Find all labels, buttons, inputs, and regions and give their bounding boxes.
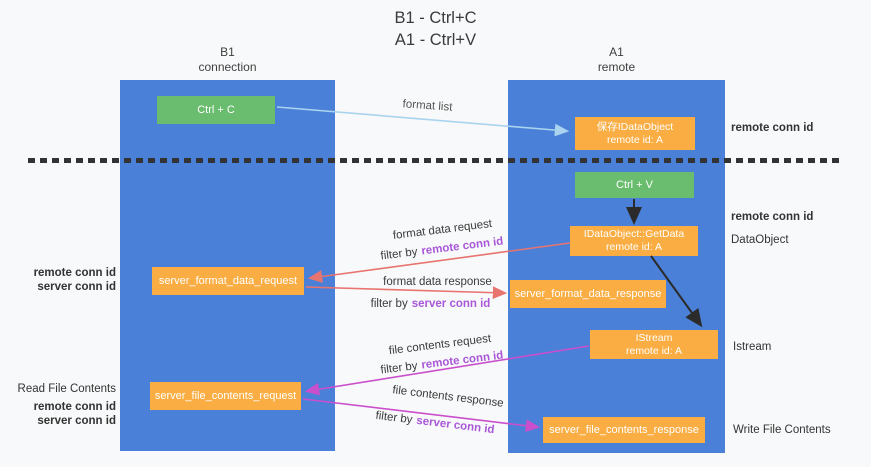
server-format-data-response-box: server_format_data_response bbox=[510, 280, 666, 308]
diagram-title: B1 - Ctrl+C A1 - Ctrl+V bbox=[0, 7, 871, 51]
save-idataobject-line2: remote id: A bbox=[606, 133, 664, 146]
ctrl-v-label: Ctrl + V bbox=[616, 178, 653, 191]
remote-conn-id-text: remote conn id bbox=[420, 235, 505, 258]
right-header-role: remote bbox=[597, 60, 636, 74]
filter-by-text: filter by bbox=[374, 409, 414, 427]
server-format-data-request-box: server_format_data_request bbox=[152, 267, 304, 295]
save-idataobject-line1: 保存IDataObject bbox=[596, 120, 674, 133]
ctrl-c-box: Ctrl + C bbox=[157, 96, 275, 124]
filter-by-text: filter by bbox=[370, 298, 408, 310]
left-server-conn-id-bottom-label: server conn id bbox=[37, 415, 116, 427]
idataobject-getdata-box: IDataObject::GetData remote id: A bbox=[570, 226, 698, 256]
right-column-header: A1 remote bbox=[508, 45, 725, 75]
remote-conn-id-text: remote conn id bbox=[420, 349, 505, 372]
istream-line2: remote id: A bbox=[625, 344, 683, 357]
server-file-contents-request-label: server_file_contents_request bbox=[154, 389, 297, 402]
right-remote-conn-id-top-label: remote conn id bbox=[731, 122, 814, 134]
left-header-role: connection bbox=[198, 60, 257, 74]
server-format-data-response-label: server_format_data_response bbox=[514, 287, 662, 300]
istream-box: IStream remote id: A bbox=[590, 330, 718, 359]
server-file-contents-request-box: server_file_contents_request bbox=[150, 382, 301, 410]
left-header-name: B1 bbox=[220, 45, 235, 59]
ctrl-c-label: Ctrl + C bbox=[197, 103, 235, 116]
file-contents-response-filter-label: filter by server conn id bbox=[355, 407, 515, 438]
format-data-response-filter-label: filter by server conn id bbox=[353, 298, 508, 310]
istream-line1: IStream bbox=[635, 331, 673, 344]
title-line-2: A1 - Ctrl+V bbox=[394, 31, 477, 49]
left-server-conn-id-mid-label: server conn id bbox=[37, 281, 116, 293]
format-list-label: format list bbox=[402, 98, 453, 114]
file-contents-response-label: file contents response bbox=[391, 384, 505, 410]
format-data-response-label: format data response bbox=[383, 276, 492, 288]
getdata-line2: remote id: A bbox=[605, 241, 663, 253]
left-remote-conn-id-bottom-label: remote conn id bbox=[33, 401, 116, 413]
phase-separator-dashed-line bbox=[28, 158, 840, 163]
server-file-contents-response-box: server_file_contents_response bbox=[543, 417, 705, 443]
server-conn-id-text: server conn id bbox=[411, 298, 491, 310]
server-file-contents-response-label: server_file_contents_response bbox=[549, 423, 699, 436]
ctrl-v-box: Ctrl + V bbox=[575, 172, 694, 198]
right-header-name: A1 bbox=[609, 45, 624, 59]
left-remote-conn-id-mid-label: remote conn id bbox=[33, 267, 116, 279]
title-line-1: B1 - Ctrl+C bbox=[394, 9, 477, 27]
filter-by-text: filter by bbox=[379, 360, 419, 377]
write-file-contents-label: Write File Contents bbox=[733, 424, 831, 436]
read-file-contents-label: Read File Contents bbox=[17, 383, 116, 395]
istream-side-label: Istream bbox=[733, 341, 772, 353]
server-conn-id-text: server conn id bbox=[415, 414, 496, 437]
server-format-data-request-label: server_format_data_request bbox=[158, 274, 298, 287]
right-remote-conn-id-mid-label: remote conn id bbox=[731, 211, 814, 223]
left-column-header: B1 connection bbox=[120, 45, 335, 75]
getdata-line1: IDataObject::GetData bbox=[583, 228, 685, 240]
dataobject-label: DataObject bbox=[731, 234, 789, 246]
save-idataobject-box: 保存IDataObject remote id: A bbox=[575, 117, 695, 150]
filter-by-text: filter by bbox=[379, 246, 419, 263]
